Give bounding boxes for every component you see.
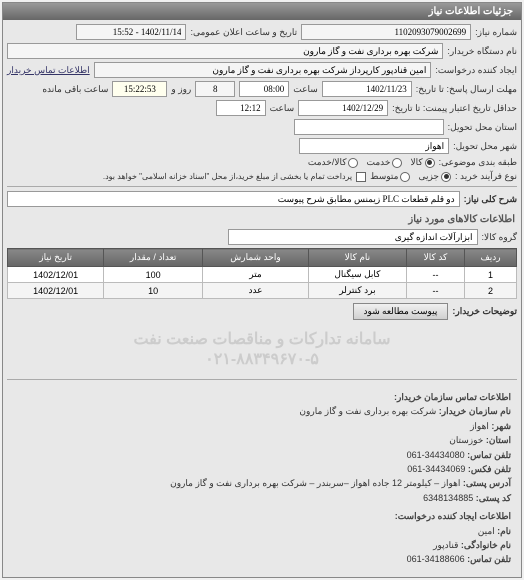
table-header: تعداد / مقدار — [104, 249, 203, 267]
table-cell: 1 — [465, 267, 517, 283]
tabagheh-radio-group: کالا خدمت کالا/خدمت — [308, 157, 435, 168]
shahr-value: اهواز — [470, 421, 489, 431]
note-farayand: پرداخت تمام یا بخشی از مبلغ خرید،از محل … — [103, 172, 352, 181]
gorooh-kala-label: گروه کالا: — [482, 232, 517, 243]
contact-title: اطلاعات تماس سازمان خریدار: — [13, 390, 511, 404]
lname-label: نام خانوادگی: — [461, 540, 511, 550]
hadaghal-tahvil-label: حداقل تاریخ اعتبار پیمنت: تا تاریخ: — [392, 103, 517, 114]
noe-farayand-label: نوع فرآیند خرید : — [455, 171, 517, 182]
addr-label: آدرس پستی: — [463, 478, 511, 488]
dastgah-label: نام دستگاه خریدار: — [447, 46, 517, 57]
post-value: 6348134885 — [423, 493, 473, 503]
hadaghal-saat-input[interactable] — [216, 100, 266, 116]
telijad-value: 34188606-061 — [407, 554, 465, 564]
peyvast-button[interactable]: پیوست مطالعه شود — [353, 303, 449, 320]
tamas-kharidar-link[interactable]: اطلاعات تماس خریدار — [7, 65, 90, 76]
saat-mande-input — [112, 81, 167, 97]
table-cell: برد کنترلر — [308, 283, 406, 299]
panel-title: جزئیات اطلاعات نیاز — [3, 3, 521, 20]
shahr-tahvil-input[interactable] — [299, 138, 449, 154]
table-header: ردیف — [465, 249, 517, 267]
contact-info-block: اطلاعات تماس سازمان خریدار: نام سازمان خ… — [7, 384, 517, 573]
hadaghal-tarikh-input[interactable] — [298, 100, 388, 116]
sazman-label: نام سازمان خریدار: — [439, 406, 511, 416]
table-cell: 10 — [104, 283, 203, 299]
farayand-radio-group: جزیی متوسط — [370, 171, 451, 182]
radio-motevasset[interactable]: متوسط — [370, 171, 410, 182]
rooz-mande-input — [195, 81, 235, 97]
saat-label-1: ساعت — [293, 84, 318, 95]
ijad-title: اطلاعات ایجاد کننده درخواست: — [13, 509, 511, 523]
ostan-value: خوزستان — [449, 435, 483, 445]
sharh-koli-label: شرح کلی نیاز: — [464, 194, 517, 205]
tabagheh-label: طبقه بندی موضوعی: — [439, 157, 517, 168]
table-cell: 100 — [104, 267, 203, 283]
fax-value: 34434069-061 — [407, 464, 465, 474]
post-label: کد پستی: — [476, 493, 511, 503]
watermark-area: سامانه تدارکات و مناقصات صنعت نفت ۰۲۱-۸۸… — [7, 323, 517, 375]
fax-label: تلفن فکس: — [468, 464, 511, 474]
sazman-value: شرکت بهره برداری نفت و گاز مارون — [299, 406, 436, 416]
tarikh-elan-label: تاریخ و ساعت اعلان عمومی: — [190, 27, 297, 38]
ijadkonande-input — [94, 62, 432, 78]
watermark-text-2: ۰۲۱-۸۸۳۴۹۶۷۰-۵ — [13, 349, 511, 369]
gorooh-kala-input[interactable] — [228, 229, 478, 245]
shahr-tahvil-label: شهر محل تحویل: — [453, 141, 517, 152]
radio-kala-khedmat[interactable]: کالا/خدمت — [308, 157, 359, 168]
table-cell: متر — [203, 267, 309, 283]
telijad-label: تلفن تماس: — [467, 554, 511, 564]
tel-value: 34434080-061 — [407, 450, 465, 460]
radio-kala[interactable]: کالا — [410, 157, 434, 168]
table-header: واحد شمارش — [203, 249, 309, 267]
tel-label: تلفن تماس: — [467, 450, 511, 460]
ostan-tahvil-label: استان محل تحویل: — [448, 122, 517, 133]
dastgah-input — [7, 43, 443, 59]
table-row: 2--برد کنترلرعدد101402/12/01 — [8, 283, 517, 299]
items-table: ردیفکد کالانام کالاواحد شمارشتعداد / مقد… — [7, 248, 517, 299]
table-row: 1--کابل سیگنالمتر1001402/12/01 — [8, 267, 517, 283]
rooz-mande-label: روز و — [171, 84, 191, 95]
table-cell: 2 — [465, 283, 517, 299]
table-header: تاریخ نیاز — [8, 249, 104, 267]
table-header: نام کالا — [308, 249, 406, 267]
radio-khedmat[interactable]: خدمت — [366, 157, 402, 168]
shomareh-niaz-label: شماره نیاز: — [475, 27, 517, 38]
nam-label: نام: — [497, 526, 511, 536]
table-cell: عدد — [203, 283, 309, 299]
radio-jozei[interactable]: جزیی — [418, 171, 451, 182]
mohlat-tarikh-input[interactable] — [322, 81, 412, 97]
table-cell: 1402/12/01 — [8, 267, 104, 283]
addr-value: اهواز – کیلومتر 12 جاده اهواز –سربندر – … — [170, 478, 460, 488]
mohlat-ersal-label: مهلت ارسال پاسخ: تا تاریخ: — [416, 84, 517, 95]
table-header: کد کالا — [406, 249, 464, 267]
table-cell: 1402/12/01 — [8, 283, 104, 299]
sharh-koli-input[interactable] — [7, 191, 460, 207]
saat-label-2: ساعت — [270, 103, 295, 114]
lname-value: قنادپور — [433, 540, 458, 550]
details-panel: جزئیات اطلاعات نیاز شماره نیاز: تاریخ و … — [2, 2, 522, 578]
nam-value: امین — [478, 526, 495, 536]
saat-mande-label: ساعت باقی مانده — [42, 84, 108, 95]
table-cell: کابل سیگنال — [308, 267, 406, 283]
ijadkonande-label: ایجاد کننده درخواست: — [435, 65, 517, 76]
table-cell: -- — [406, 267, 464, 283]
shahr-label: شهر: — [491, 421, 511, 431]
tarikh-elan-input — [76, 24, 186, 40]
shomareh-niaz-input — [301, 24, 471, 40]
ostan-tahvil-input[interactable] — [294, 119, 444, 135]
checkbox-asnad[interactable] — [356, 172, 366, 182]
mohlat-saat-input[interactable] — [239, 81, 289, 97]
table-cell: -- — [406, 283, 464, 299]
watermark-text-1: سامانه تدارکات و مناقصات صنعت نفت — [13, 329, 511, 349]
section-kala-title: اطلاعات کالاهای مورد نیاز — [7, 210, 517, 229]
tozih-kharidar-label: توضیحات خریدار: — [452, 306, 517, 317]
ostan-label: استان: — [486, 435, 511, 445]
